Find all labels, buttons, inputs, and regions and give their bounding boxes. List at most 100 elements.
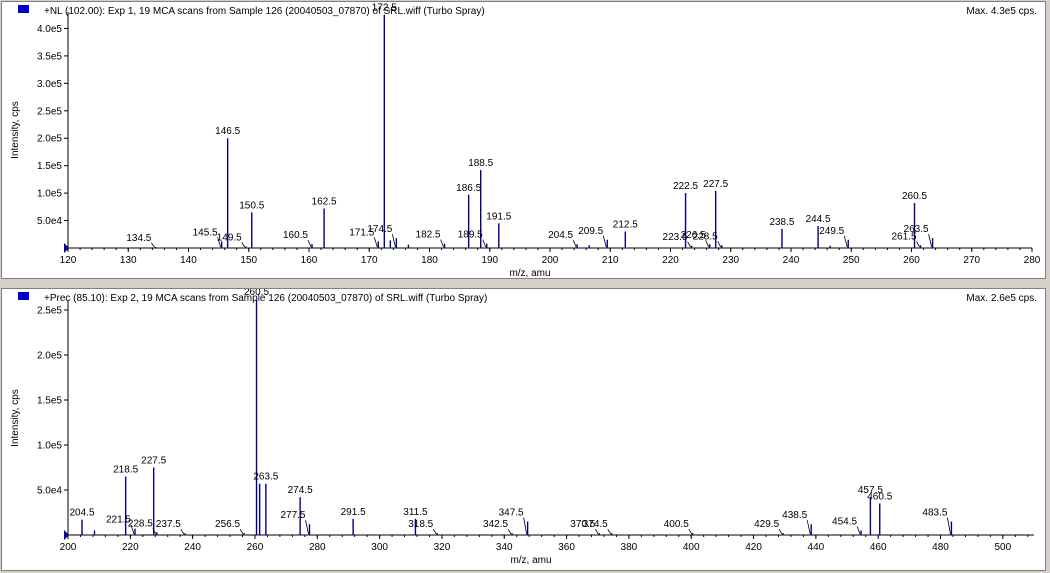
peak-leader [705,239,710,248]
x-tick-label: 150 [240,255,257,266]
peak-label: 204.5 [70,508,95,519]
axis-origin-marker [64,243,69,253]
x-tick-label: 270 [963,255,980,266]
peak-label: 226.5 [681,230,706,241]
peak-label: 212.5 [613,220,638,231]
peak-leader [391,234,396,248]
peak-label: 146.5 [215,126,240,137]
peak-leader [717,241,722,248]
peak-leader [482,239,487,248]
peak-leader [373,237,378,248]
peak-leader [523,517,528,535]
peak-label: 260.5 [902,191,927,202]
pane-title: +Prec (85.10): Exp 2, 19 MCA scans from … [44,293,488,304]
spectrum-pane-bottom: +Prec (85.10): Exp 2, 19 MCA scans from … [1,288,1046,571]
x-tick-label: 440 [808,542,825,553]
peak-label: 160.5 [283,230,308,241]
peak-label: 150.5 [239,200,264,211]
peak-leader [688,528,693,535]
peak-leader [687,241,691,248]
peak-leader [856,526,861,535]
peak-label: 483.5 [922,508,947,519]
x-tick-label: 160 [301,255,318,266]
peak-label: 209.5 [578,226,603,237]
peak-label: 228.5 [693,231,718,242]
peak-label: 191.5 [486,211,511,222]
x-tick-label: 200 [60,542,77,553]
peak-leader [507,528,512,535]
peak-leader [305,520,309,535]
x-tick-label: 280 [1024,255,1041,266]
peak-label: 454.5 [832,517,857,528]
peak-label: 291.5 [341,507,366,518]
peak-label: 274.5 [288,485,313,496]
y-tick-label: 3.5e5 [37,51,62,62]
y-tick-label: 2.0e5 [37,134,62,145]
x-tick-label: 380 [621,542,638,553]
peak-label: 149.5 [217,232,242,243]
peak-label: 460.5 [867,492,892,503]
y-tick-label: 1.5e5 [37,396,62,407]
peak-label: 249.5 [819,226,844,237]
x-tick-label: 220 [122,542,139,553]
peak-label: 227.5 [141,456,166,467]
y-tick-label: 2.5e5 [37,106,62,117]
x-tick-label: 210 [602,255,619,266]
pane-title: +NL (102.00): Exp 1, 19 MCA scans from S… [44,6,485,17]
peak-label: 189.5 [458,230,483,241]
peak-leader [806,520,811,535]
peak-leader [440,239,444,248]
x-tick-label: 230 [722,255,739,266]
x-tick-label: 480 [932,542,949,553]
peak-label: 134.5 [126,233,151,244]
x-tick-label: 220 [662,255,679,266]
x-tick-label: 120 [60,255,77,266]
peak-leader [916,241,920,248]
peak-label: 221.5 [106,515,131,526]
y-tick-label: 5.0e4 [37,216,62,227]
peak-label: 171.5 [349,227,374,238]
x-tick-label: 300 [371,542,388,553]
peak-label: 263.5 [904,224,929,235]
x-tick-label: 190 [481,255,498,266]
peak-leader [432,528,437,535]
spectrum-plot-top[interactable]: 120 130 140 150 160 170 180 190 200 210 220 230 240 2… [2,2,1045,278]
legend-marker[interactable] [18,5,29,13]
x-tick-label: 240 [783,255,800,266]
x-tick-label: 170 [361,255,378,266]
spectrum-plot-bottom[interactable]: 200 220 240 260 280 300 320 340 360 380 400 420 440 4… [2,289,1045,570]
x-tick-label: 140 [180,255,197,266]
peak-leader [239,528,244,535]
peak-leader [307,239,312,248]
y-tick-label: 4.0e5 [37,24,62,35]
peak-label: 311.5 [403,507,428,518]
peak-label: 228.5 [128,518,153,529]
y-tick-label: 1.0e5 [37,189,62,200]
x-axis-label: m/z, amu [510,555,551,566]
peak-leader [602,235,607,248]
peak-label: 261.5 [892,231,917,242]
x-tick-label: 460 [870,542,887,553]
peak-label: 374.5 [583,519,608,530]
y-axis-label: Intensity, cps [10,389,21,447]
peak-label: 172.5 [372,3,397,14]
peak-label: 400.5 [664,519,689,530]
axis-origin-marker [64,530,69,540]
legend-marker[interactable] [18,292,29,300]
x-tick-label: 420 [745,542,762,553]
peak-label: 457.5 [858,485,883,496]
peak-leader [180,528,185,535]
peak-leader [572,239,577,248]
x-tick-label: 260 [247,542,264,553]
x-tick-label: 260 [903,255,920,266]
peak-label: 188.5 [468,158,493,169]
max-intensity-label: Max. 2.6e5 cps. [966,293,1037,304]
peak-leader [241,242,246,248]
y-tick-label: 5.0e4 [37,486,62,497]
peak-label: 223.5 [663,232,688,243]
peak-label: 347.5 [499,508,524,519]
peak-leader [151,242,155,248]
x-tick-label: 250 [843,255,860,266]
x-tick-label: 280 [309,542,326,553]
x-tick-label: 400 [683,542,700,553]
